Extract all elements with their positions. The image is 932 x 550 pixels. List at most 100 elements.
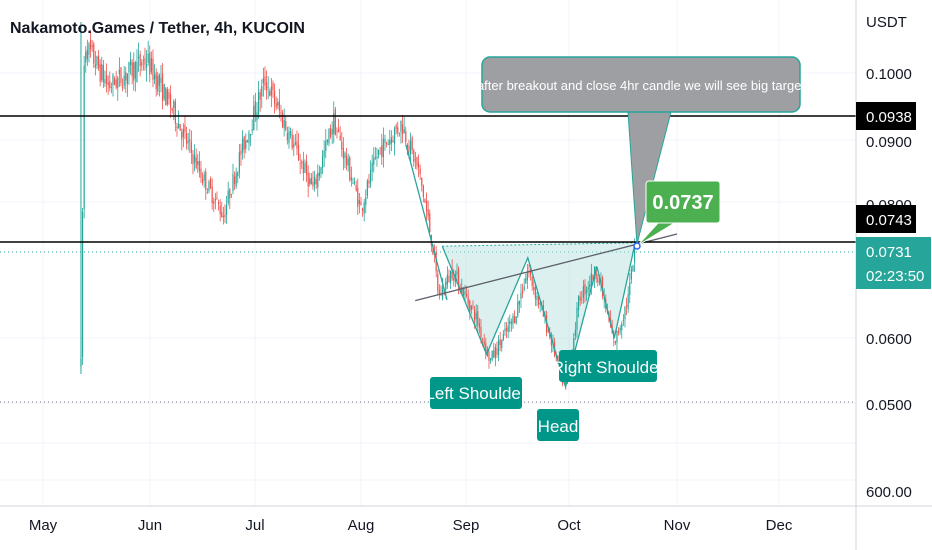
candle-body: [627, 293, 629, 309]
candle-body: [349, 157, 351, 180]
candle-body: [520, 292, 522, 299]
candle-body: [336, 130, 338, 132]
candle-body: [259, 92, 261, 100]
candle-body: [595, 266, 597, 279]
time-axis-tick: Aug: [348, 517, 375, 534]
candle-body: [232, 174, 234, 192]
candle-body: [589, 284, 591, 287]
right-shoulder-label-box[interactable]: [559, 350, 657, 382]
candle-body: [101, 64, 103, 81]
candle-body: [105, 75, 108, 84]
candle-body: [128, 62, 130, 73]
candle-body: [184, 124, 186, 132]
candle-body: [121, 86, 124, 89]
candle-body: [400, 120, 402, 132]
time-axis-tick: Jul: [245, 517, 264, 534]
candle-body: [512, 316, 514, 325]
candle-body: [395, 125, 397, 129]
candle-body: [165, 88, 167, 106]
trend-leg-line: [405, 144, 448, 301]
candle-body: [624, 306, 626, 319]
callout-box[interactable]: [645, 180, 721, 224]
candle-body: [125, 72, 127, 81]
candle-body: [419, 168, 421, 175]
candle-body: [120, 67, 122, 83]
candle-body: [329, 128, 332, 137]
volume-axis-tick: 600.00: [866, 484, 912, 501]
candle-body: [411, 137, 413, 150]
candle-body: [525, 278, 527, 284]
candle-body: [141, 62, 143, 66]
candle-body: [461, 286, 463, 293]
candle-body: [473, 309, 476, 321]
candle-body: [491, 351, 493, 360]
candle-body: [145, 64, 148, 68]
candle-body: [160, 77, 162, 83]
candle-body: [614, 340, 616, 344]
candle-body: [629, 282, 631, 296]
candle-body: [403, 129, 405, 133]
candle-body: [537, 295, 540, 305]
candle-body: [387, 143, 389, 145]
candle-body: [153, 74, 156, 80]
candle-body: [312, 181, 314, 187]
candle-body: [385, 142, 388, 144]
candle-body: [173, 101, 175, 108]
candle-body: [83, 65, 85, 210]
candle-body: [195, 157, 197, 169]
candle-body: [318, 172, 320, 177]
candle-body: [622, 319, 624, 321]
anchor-point: [633, 242, 641, 250]
candle-body: [582, 286, 584, 299]
candle-body: [91, 45, 93, 48]
candle-body: [203, 174, 205, 181]
candle-body: [155, 72, 157, 90]
candle-body: [344, 153, 346, 158]
candle-body: [323, 150, 325, 157]
candle-body: [445, 281, 447, 291]
candle-body: [504, 328, 506, 332]
candle-body: [205, 171, 207, 190]
candle-body: [96, 56, 98, 66]
note-text: after breakout and close 4hr candle we w…: [477, 78, 805, 93]
candle-body: [467, 296, 469, 304]
candle-body: [507, 325, 509, 332]
note-box[interactable]: [481, 56, 801, 113]
candle-body: [376, 156, 378, 159]
left-shoulder-label-box[interactable]: [430, 377, 522, 409]
candle-body: [505, 327, 508, 331]
candle-body: [457, 268, 460, 290]
candle-body: [352, 183, 354, 184]
candle-body: [270, 86, 272, 96]
candle-body: [417, 162, 420, 168]
candle-body: [137, 56, 140, 59]
resistance-price-badge: [856, 102, 916, 130]
candle-body: [494, 346, 496, 359]
candle-body: [515, 316, 517, 324]
candle-body: [424, 199, 426, 203]
candle-body: [547, 329, 549, 332]
candle-body: [134, 62, 136, 79]
candle-body: [453, 277, 455, 281]
head-label-box[interactable]: [537, 409, 579, 441]
candle-body: [441, 287, 444, 299]
candle-body: [289, 131, 292, 135]
candle-body: [425, 200, 428, 211]
candle-body: [531, 276, 533, 286]
time-axis[interactable]: May Jun Jul Aug Sep Oct Nov Dec: [29, 517, 793, 534]
head-label: Head: [538, 417, 579, 436]
candle-body: [229, 189, 231, 199]
candle-body: [224, 214, 226, 218]
candle-body: [149, 52, 151, 75]
candle-body: [565, 381, 567, 385]
candle-body: [126, 73, 128, 85]
candle-body: [528, 272, 530, 274]
candle-body: [315, 179, 317, 185]
candle-body: [288, 131, 290, 144]
candle-body: [131, 62, 133, 77]
breakout-price-badge-text: 0.0743: [866, 212, 912, 229]
candle-body: [179, 124, 181, 131]
candle-body: [416, 156, 418, 166]
candle-body: [281, 112, 284, 127]
